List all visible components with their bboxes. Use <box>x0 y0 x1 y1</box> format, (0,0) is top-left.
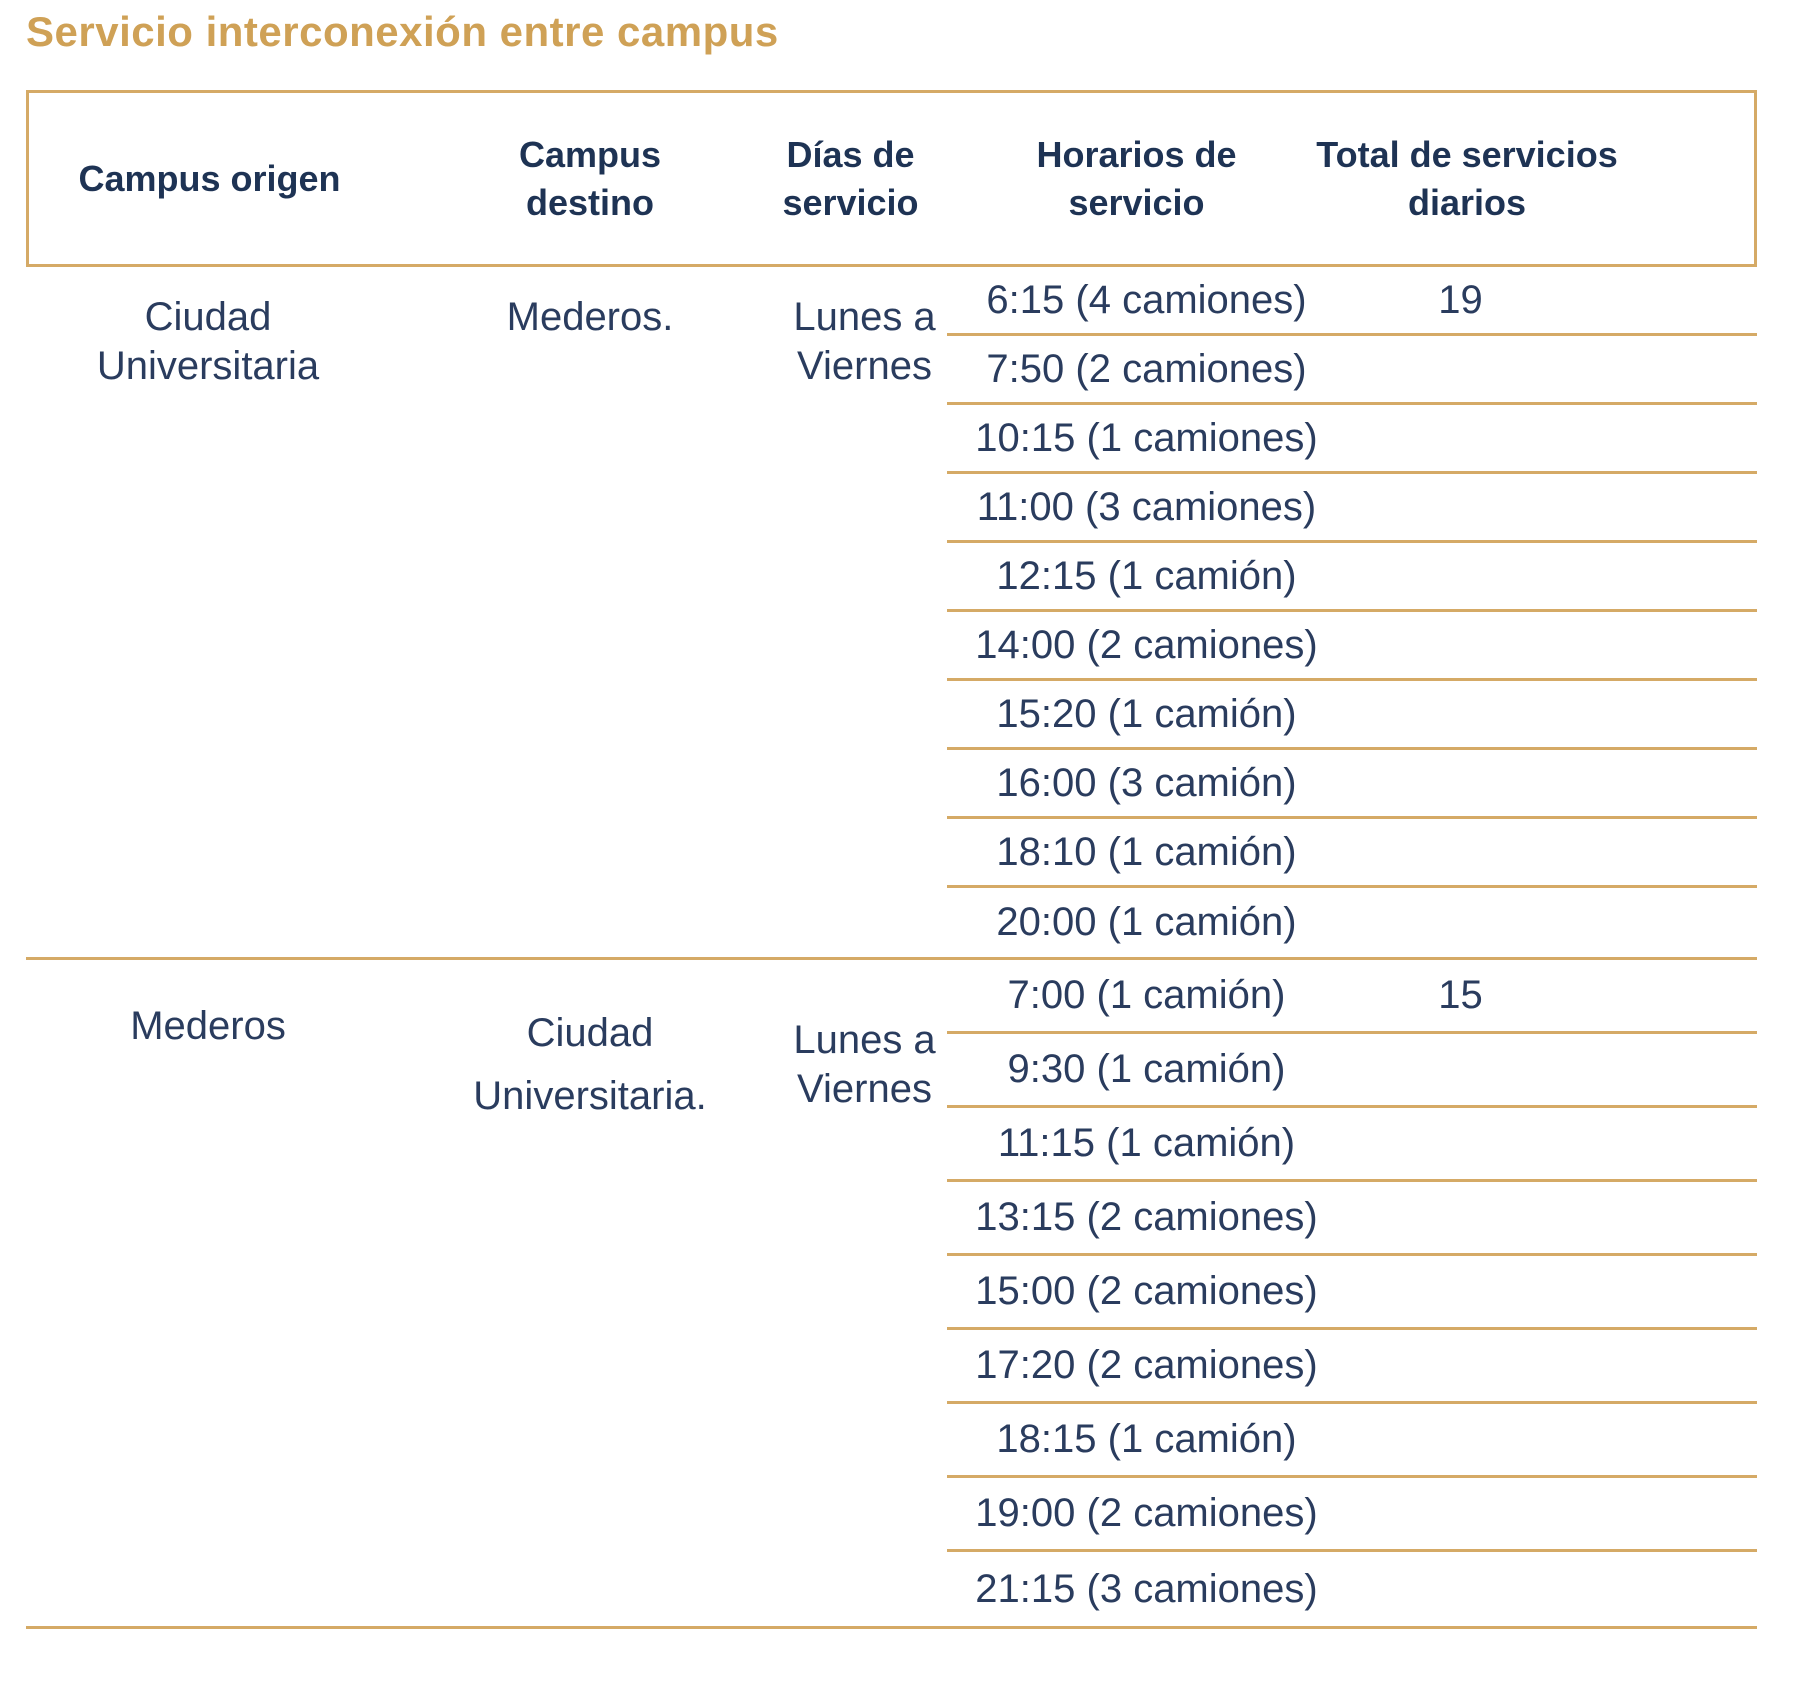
origin-value: Mederos <box>130 1004 286 1048</box>
days-cell: Lunes a Viernes <box>790 267 947 957</box>
schedule-list: 6:15 (4 camiones) 19 7:50 (2 camiones) 1… <box>947 267 1757 957</box>
service-time: 15:20 (1 camión) <box>996 691 1297 736</box>
schedule-row: 11:00 (3 camiones) <box>947 474 1757 543</box>
daily-total-empty <box>1310 1256 1757 1327</box>
origin-cell: Ciudad Universitaria <box>26 267 390 957</box>
daily-total-empty <box>1310 1552 1757 1626</box>
service-time: 20:00 (1 camión) <box>996 900 1297 944</box>
schedule-row: 15:00 (2 camiones) <box>947 1256 1757 1330</box>
service-time: 15:00 (2 camiones) <box>975 1269 1318 1313</box>
header-label: Campus origen <box>78 157 341 199</box>
daily-total-empty <box>1310 819 1757 885</box>
service-time: 10:15 (1 camiones) <box>975 415 1318 460</box>
header-campus-destino: Campus destino <box>390 93 790 264</box>
days-value: Lunes a Viernes <box>793 295 936 388</box>
daily-total-empty <box>1310 750 1757 816</box>
schedule-row: 16:00 (3 camión) <box>947 750 1757 819</box>
daily-total-empty <box>1310 405 1757 471</box>
schedule-row: 20:00 (1 camión) <box>947 888 1757 957</box>
schedule-row: 15:20 (1 camión) <box>947 681 1757 750</box>
schedule-row: 17:20 (2 camiones) <box>947 1330 1757 1404</box>
daily-total: 19 <box>1438 277 1483 322</box>
schedule-row: 18:10 (1 camión) <box>947 819 1757 888</box>
header-label: Horarios de servicio <box>1036 133 1237 223</box>
page-title: Servicio interconexión entre campus <box>26 8 779 55</box>
origin-cell: Mederos <box>26 960 390 1626</box>
header-label: Total de servicios diarios <box>1316 133 1618 223</box>
destination-value: Ciudad Universitaria. <box>473 1011 707 1118</box>
daily-total-empty <box>1310 1330 1757 1401</box>
destination-value: Mederos. <box>506 295 674 339</box>
route-group-mederos: Mederos Ciudad Universitaria. Lunes a Vi… <box>26 960 1757 1629</box>
daily-total: 15 <box>1438 973 1483 1017</box>
daily-total-empty <box>1310 1034 1757 1105</box>
service-time: 11:15 (1 camión) <box>997 1121 1296 1165</box>
service-time: 13:15 (2 camiones) <box>975 1195 1318 1239</box>
service-time: 21:15 (3 camiones) <box>975 1566 1318 1611</box>
daily-total-empty <box>1310 336 1757 402</box>
schedule-row: 18:15 (1 camión) <box>947 1404 1757 1478</box>
daily-total-empty <box>1310 888 1757 957</box>
schedule-row: 10:15 (1 camiones) <box>947 405 1757 474</box>
route-group-ciudad-universitaria: Ciudad Universitaria Mederos. Lunes a Vi… <box>26 267 1757 960</box>
schedule-row: 14:00 (2 camiones) <box>947 612 1757 681</box>
daily-total-empty <box>1310 474 1757 540</box>
service-time: 14:00 (2 camiones) <box>975 622 1318 667</box>
daily-total-empty <box>1310 681 1757 747</box>
origin-value: Ciudad Universitaria <box>96 295 320 388</box>
daily-total-empty <box>1310 1182 1757 1253</box>
campus-interconnection-table: Campus origen Campus destino Días de ser… <box>26 90 1757 1629</box>
schedule-list: 7:00 (1 camión) 15 9:30 (1 camión) 11:15… <box>947 960 1757 1626</box>
days-value: Lunes a Viernes <box>793 1018 936 1111</box>
schedule-row: 9:30 (1 camión) <box>947 1034 1757 1108</box>
service-time: 18:10 (1 camión) <box>996 829 1297 874</box>
schedule-row: 11:15 (1 camión) <box>947 1108 1757 1182</box>
service-time: 7:00 (1 camión) <box>1007 973 1286 1017</box>
header-total-servicios: Total de servicios diarios <box>1310 93 1754 264</box>
schedule-row: 21:15 (3 camiones) <box>947 1552 1757 1626</box>
schedule-row: 12:15 (1 camión) <box>947 543 1757 612</box>
schedule-row: 6:15 (4 camiones) 19 <box>947 267 1757 336</box>
schedule-row: 7:50 (2 camiones) <box>947 336 1757 405</box>
header-dias-servicio: Días de servicio <box>782 93 947 264</box>
service-time: 12:15 (1 camión) <box>996 553 1297 598</box>
schedule-row: 7:00 (1 camión) 15 <box>947 960 1757 1034</box>
service-time: 7:50 (2 camiones) <box>986 346 1307 391</box>
header-campus-origen: Campus origen <box>29 93 390 264</box>
destination-cell: Ciudad Universitaria. <box>390 960 790 1626</box>
table-header-row: Campus origen Campus destino Días de ser… <box>26 90 1757 267</box>
days-cell: Lunes a Viernes <box>790 960 947 1626</box>
schedule-row: 13:15 (2 camiones) <box>947 1182 1757 1256</box>
service-time: 6:15 (4 camiones) <box>986 277 1307 322</box>
service-time: 11:00 (3 camiones) <box>976 484 1317 529</box>
header-horarios-servicio: Horarios de servicio <box>947 93 1310 264</box>
daily-total-empty <box>1310 612 1757 678</box>
daily-total-empty <box>1310 1478 1757 1549</box>
service-time: 9:30 (1 camión) <box>1007 1047 1286 1091</box>
daily-total-empty <box>1310 1404 1757 1475</box>
destination-cell: Mederos. <box>390 267 790 957</box>
service-time: 17:20 (2 camiones) <box>975 1343 1318 1387</box>
daily-total-empty <box>1310 543 1757 609</box>
service-time: 18:15 (1 camión) <box>996 1417 1297 1461</box>
service-time: 16:00 (3 camión) <box>996 760 1297 805</box>
service-time: 19:00 (2 camiones) <box>975 1491 1318 1535</box>
header-label: Campus destino <box>518 133 662 223</box>
daily-total-empty <box>1310 1108 1757 1179</box>
schedule-row: 19:00 (2 camiones) <box>947 1478 1757 1552</box>
header-label: Días de servicio <box>782 133 919 223</box>
